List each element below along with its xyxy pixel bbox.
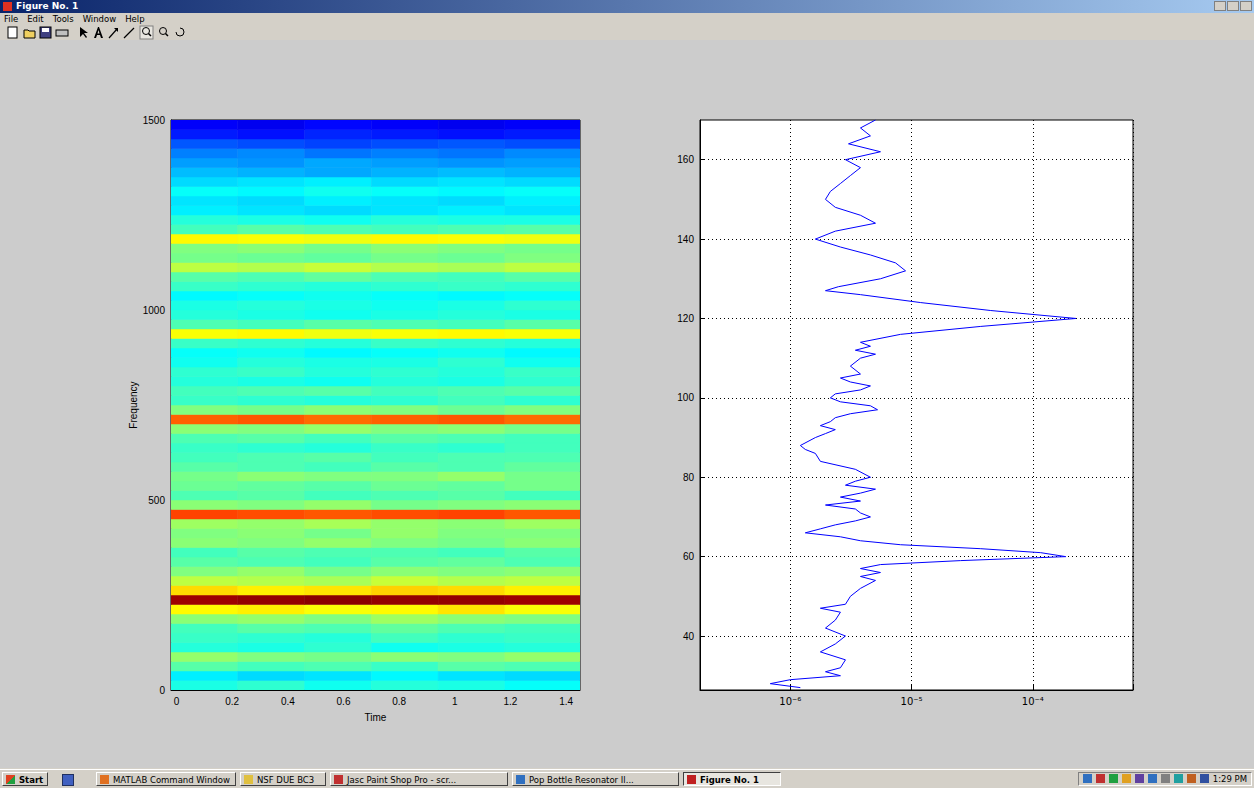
svg-text:100: 100 [677,392,694,403]
svg-text:140: 140 [677,234,694,245]
svg-text:0.6: 0.6 [337,696,351,707]
svg-text:0.4: 0.4 [281,696,295,707]
svg-text:160: 160 [677,154,694,165]
html-text:Tools: Tools [52,14,74,24]
svg-text:1.2: 1.2 [503,696,517,707]
svg-text:40: 40 [683,631,695,642]
svg-text:500: 500 [148,495,165,506]
svg-text:0: 0 [159,685,165,696]
html-text:Window: Window [82,14,117,24]
html-text:Figure No. 1: Figure No. 1 [700,775,759,785]
svg-text:0: 0 [174,696,180,707]
html-text:MATLAB Command Window: MATLAB Command Window [113,775,230,785]
svg-text:Time: Time [365,712,387,723]
svg-text:1000: 1000 [143,305,166,316]
svg-text:0.2: 0.2 [225,696,239,707]
svg-text:1: 1 [452,696,458,707]
html-text:Jasc Paint Shop Pro - scr...: Jasc Paint Shop Pro - scr... [347,775,457,785]
svg-text:Frequency: Frequency [128,381,139,428]
svg-text:60: 60 [683,551,695,562]
svg-text:10⁻⁶: 10⁻⁶ [779,696,801,707]
html-text:Help: Help [125,14,145,24]
html-text:Figure No. 1: Figure No. 1 [16,1,79,11]
html-text:Start: Start [19,775,44,785]
svg-text:0.8: 0.8 [392,696,406,707]
html-text:Edit: Edit [27,14,44,24]
svg-text:1.4: 1.4 [559,696,573,707]
svg-text:10⁻⁵: 10⁻⁵ [901,696,923,707]
html-text:1:29 PM: 1:29 PM [1212,774,1247,784]
svg-text:120: 120 [677,313,694,324]
svg-text:1500: 1500 [143,115,166,126]
svg-text:80: 80 [683,472,695,483]
svg-text:10⁻⁴: 10⁻⁴ [1022,696,1044,707]
html-text:File: File [4,14,19,24]
html-text:NSF DUE BC3: NSF DUE BC3 [257,775,315,785]
html-text:Pop Bottle Resonator Il...: Pop Bottle Resonator Il... [529,775,634,785]
